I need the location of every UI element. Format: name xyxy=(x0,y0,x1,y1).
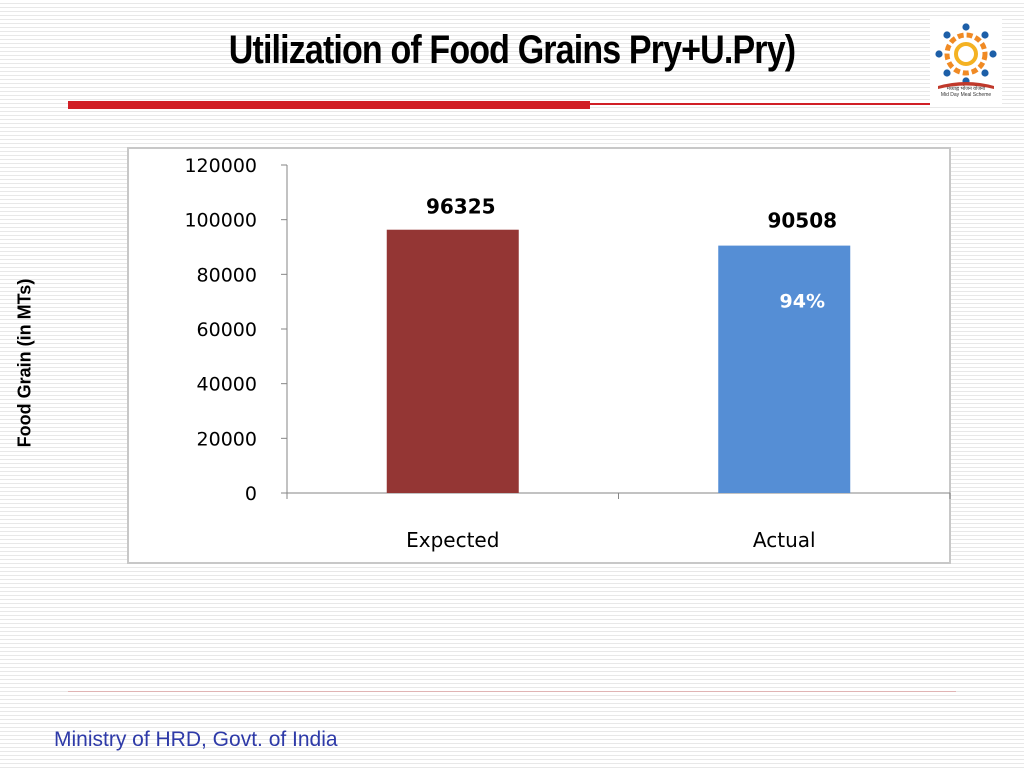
bar-chart: 0 20000 40000 60000 80000 100000 120000 96325 Ex… xyxy=(184,155,951,552)
bar-actual xyxy=(718,245,851,493)
logo-caption-hindi: मध्याह्न भोजन योजना xyxy=(946,86,986,92)
slide-title: Utilization of Food Grains Pry+U.Pry) xyxy=(228,28,796,72)
footer-divider xyxy=(68,691,956,692)
y-tick-label: 0 xyxy=(245,483,257,505)
y-tick-label: 60000 xyxy=(197,319,257,341)
y-tick-label: 20000 xyxy=(197,428,257,450)
mid-day-meal-logo-icon xyxy=(930,16,1002,106)
y-tick-label: 40000 xyxy=(197,374,257,396)
x-category-label: Expected xyxy=(406,528,499,552)
bar-expected xyxy=(386,229,519,493)
title-underline-bar xyxy=(68,101,590,109)
logo-caption-english: Mid Day Meal Scheme xyxy=(940,92,992,98)
logo-caption: मध्याह्न भोजन योजना Mid Day Meal Scheme xyxy=(930,86,1002,98)
data-label: 90508 xyxy=(767,209,837,233)
data-label: 96325 xyxy=(426,195,496,219)
y-tick-label: 100000 xyxy=(184,210,257,232)
footer-text: Ministry of HRD, Govt. of India xyxy=(54,728,338,751)
x-category-label: Actual xyxy=(753,528,816,552)
y-axis-label: Food Grain (in MTs) xyxy=(14,278,35,448)
title-underline-line xyxy=(590,103,930,105)
percentage-annotation: 94% xyxy=(780,291,825,313)
y-tick-label: 120000 xyxy=(184,155,257,177)
y-tick-label: 80000 xyxy=(197,264,257,286)
